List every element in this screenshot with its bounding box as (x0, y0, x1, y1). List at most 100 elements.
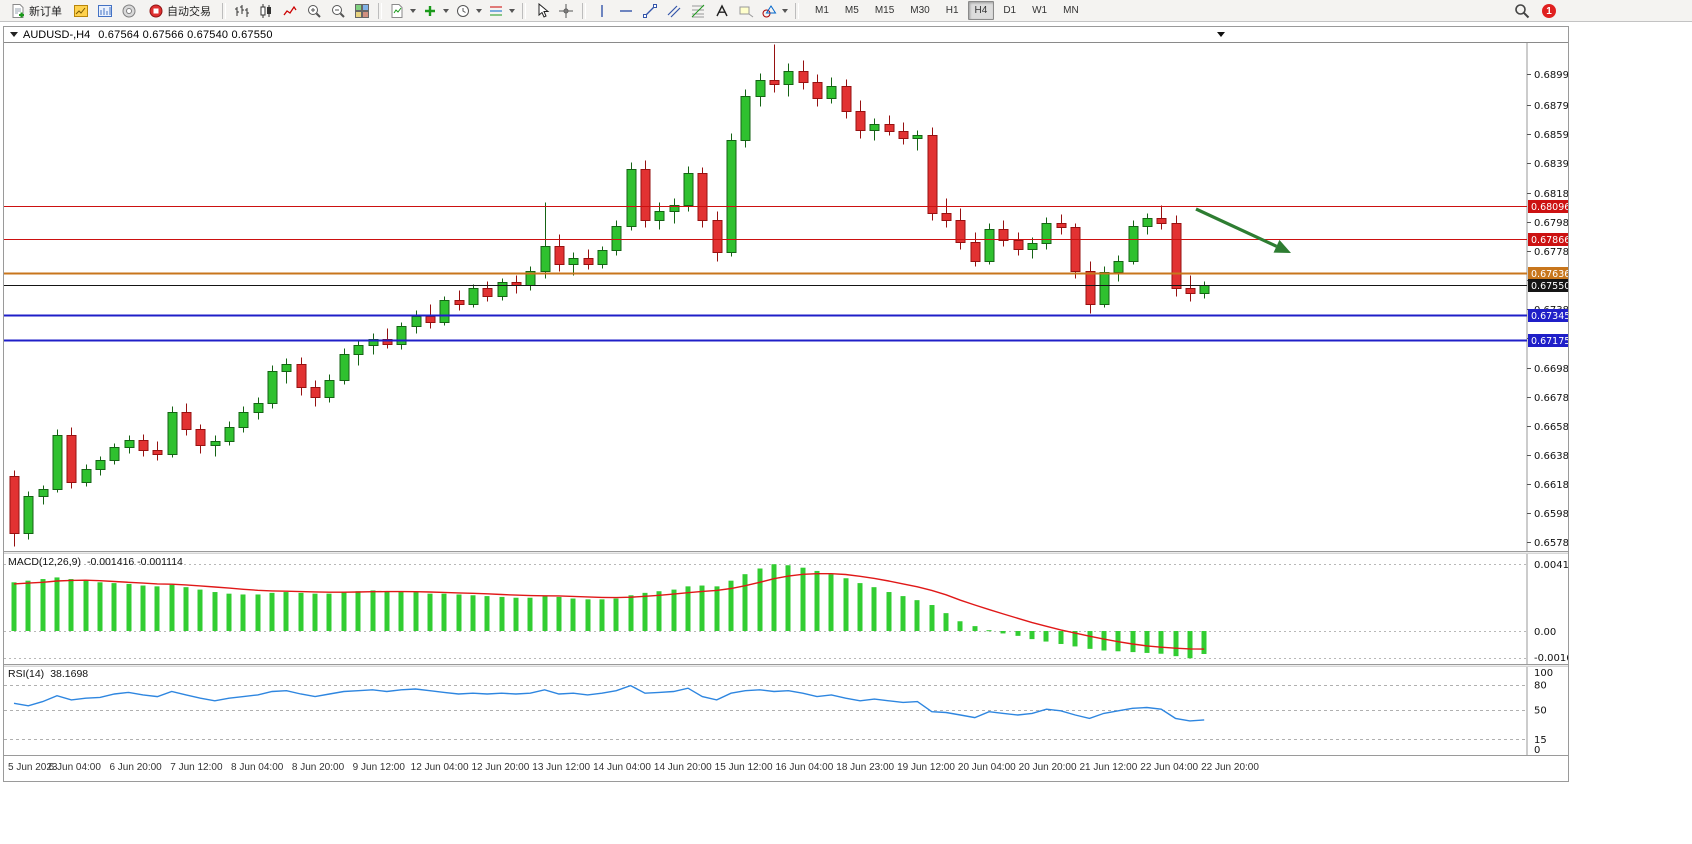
indicators-dropdown[interactable] (419, 1, 452, 21)
candle-body (152, 450, 163, 455)
candle-body (38, 489, 49, 497)
vertical-line-button[interactable] (590, 1, 614, 21)
chart-ohlc-values: 0.67564 0.67566 0.67540 0.67550 (98, 28, 273, 41)
candle-body (1128, 226, 1139, 262)
periods-dropdown[interactable] (452, 1, 485, 21)
candle-body (755, 80, 766, 97)
trend-arrow[interactable] (1195, 207, 1278, 248)
search-button[interactable] (1510, 1, 1534, 21)
macd-histogram-bar (699, 585, 705, 631)
macd-histogram-bar (355, 591, 361, 631)
macd-histogram-bar (111, 583, 117, 631)
macd-histogram-bar (1187, 631, 1193, 659)
toolbar: 新订单 自动交易 (0, 0, 1692, 22)
search-icon (1515, 4, 1530, 19)
new-chart-dropdown[interactable] (386, 1, 419, 21)
line-chart-button[interactable] (278, 1, 302, 21)
candle-body (454, 300, 465, 305)
macd-histogram-bar (470, 595, 476, 631)
chart-collapse-icon[interactable] (10, 32, 18, 37)
macd-histogram-bar (628, 595, 634, 631)
time-axis-label: 5 Jun 2023 (8, 762, 58, 773)
autotrading-button[interactable]: 自动交易 (141, 1, 218, 21)
text-label-icon (739, 6, 754, 17)
timeframe-button-M30[interactable]: M30 (910, 5, 930, 16)
candle-body (1156, 218, 1167, 224)
macd-histogram-bar (441, 593, 447, 631)
timeframe-button-M5[interactable]: M5 (844, 5, 859, 16)
timeframe-button-W1[interactable]: W1 (1032, 5, 1048, 16)
zoom-in-button[interactable] (302, 1, 326, 21)
navigator-button[interactable] (117, 1, 141, 21)
timeframe-button-M15[interactable]: M15 (874, 5, 895, 16)
text-label-button[interactable] (734, 1, 758, 21)
macd-histogram-bar (384, 591, 390, 631)
panel-separator[interactable] (4, 551, 1568, 554)
candle-body (654, 211, 665, 221)
macd-histogram-bar (413, 592, 419, 631)
toolbar-right-group: 1 (1510, 0, 1556, 22)
price-badge (1528, 233, 1568, 246)
chart-window-button[interactable] (69, 1, 93, 21)
macd-histogram-bar (542, 596, 548, 631)
candle-body (540, 246, 551, 272)
horizontal-line-button[interactable] (614, 1, 638, 21)
timeframe-button-MN[interactable]: MN (1063, 5, 1079, 16)
candle-body (1142, 218, 1153, 227)
new-order-button[interactable]: 新订单 (3, 1, 69, 21)
price-badge-label: 0.67550 (1531, 281, 1568, 292)
bar-chart-button[interactable] (230, 1, 254, 21)
time-axis-label: 8 Jun 04:00 (231, 762, 284, 773)
horizontal-line-icon (620, 9, 632, 12)
macd-histogram-bar (986, 630, 992, 632)
crosshair-button[interactable] (554, 1, 578, 21)
price-badge (1528, 200, 1568, 213)
macd-histogram-bar (957, 621, 963, 631)
chart-menu-arrow-icon[interactable] (1217, 32, 1225, 37)
price-badge (1528, 267, 1568, 280)
macd-histogram-bar (40, 579, 46, 631)
timeframe-button-H1[interactable]: H1 (945, 5, 959, 16)
macd-histogram-bar (914, 600, 920, 631)
market-watch-button[interactable] (93, 1, 117, 21)
price-badge-label: 0.67175 (1531, 336, 1568, 347)
panel-separator[interactable] (4, 664, 1568, 667)
text-tool-button[interactable] (710, 1, 734, 21)
tile-windows-button[interactable] (350, 1, 374, 21)
macd-histogram-bar (1144, 631, 1150, 653)
macd-histogram-bar (312, 593, 318, 631)
macd-histogram-bar (370, 590, 376, 631)
candlestick-chart-button[interactable] (254, 1, 278, 21)
candle-body (1113, 261, 1124, 273)
fibonacci-button[interactable] (686, 1, 710, 21)
time-axis[interactable]: 5 Jun 2023 6 Jun 04:00 6 Jun 20:00 7 Jun 12… (4, 755, 1568, 781)
candle-body (1056, 223, 1067, 228)
macd-histogram-bar (685, 586, 691, 631)
notification-badge[interactable]: 1 (1542, 4, 1556, 18)
timeframe-button-H4[interactable]: H4 (967, 1, 995, 20)
fibonacci-icon (691, 4, 705, 17)
cursor-button[interactable] (530, 1, 554, 21)
toolbar-separator (222, 2, 226, 19)
macd-values: -0.001416 -0.001114 (86, 556, 183, 568)
candle-body (927, 135, 938, 214)
shapes-dropdown[interactable] (758, 1, 791, 21)
macd-histogram-bar (714, 586, 720, 631)
templates-dropdown[interactable] (485, 1, 518, 21)
macd-canvas[interactable]: 0.004113 0.00 -0.001679 (4, 554, 1568, 664)
trend-arrow-head[interactable] (1273, 239, 1291, 253)
time-axis-label: 6 Jun 20:00 (109, 762, 162, 773)
time-axis-label: 22 Jun 04:00 (1140, 762, 1199, 773)
timeframe-button-D1[interactable]: D1 (1003, 5, 1017, 16)
timeframe-button-M1[interactable]: M1 (815, 5, 829, 16)
channel-button[interactable] (662, 1, 686, 21)
macd-histogram-bar (1130, 631, 1136, 653)
zoom-out-button[interactable] (326, 1, 350, 21)
trendline-button[interactable] (638, 1, 662, 21)
rsi-indicator-label: RSI(14) 38.1698 (8, 668, 88, 680)
macd-histogram-bar (527, 597, 533, 631)
